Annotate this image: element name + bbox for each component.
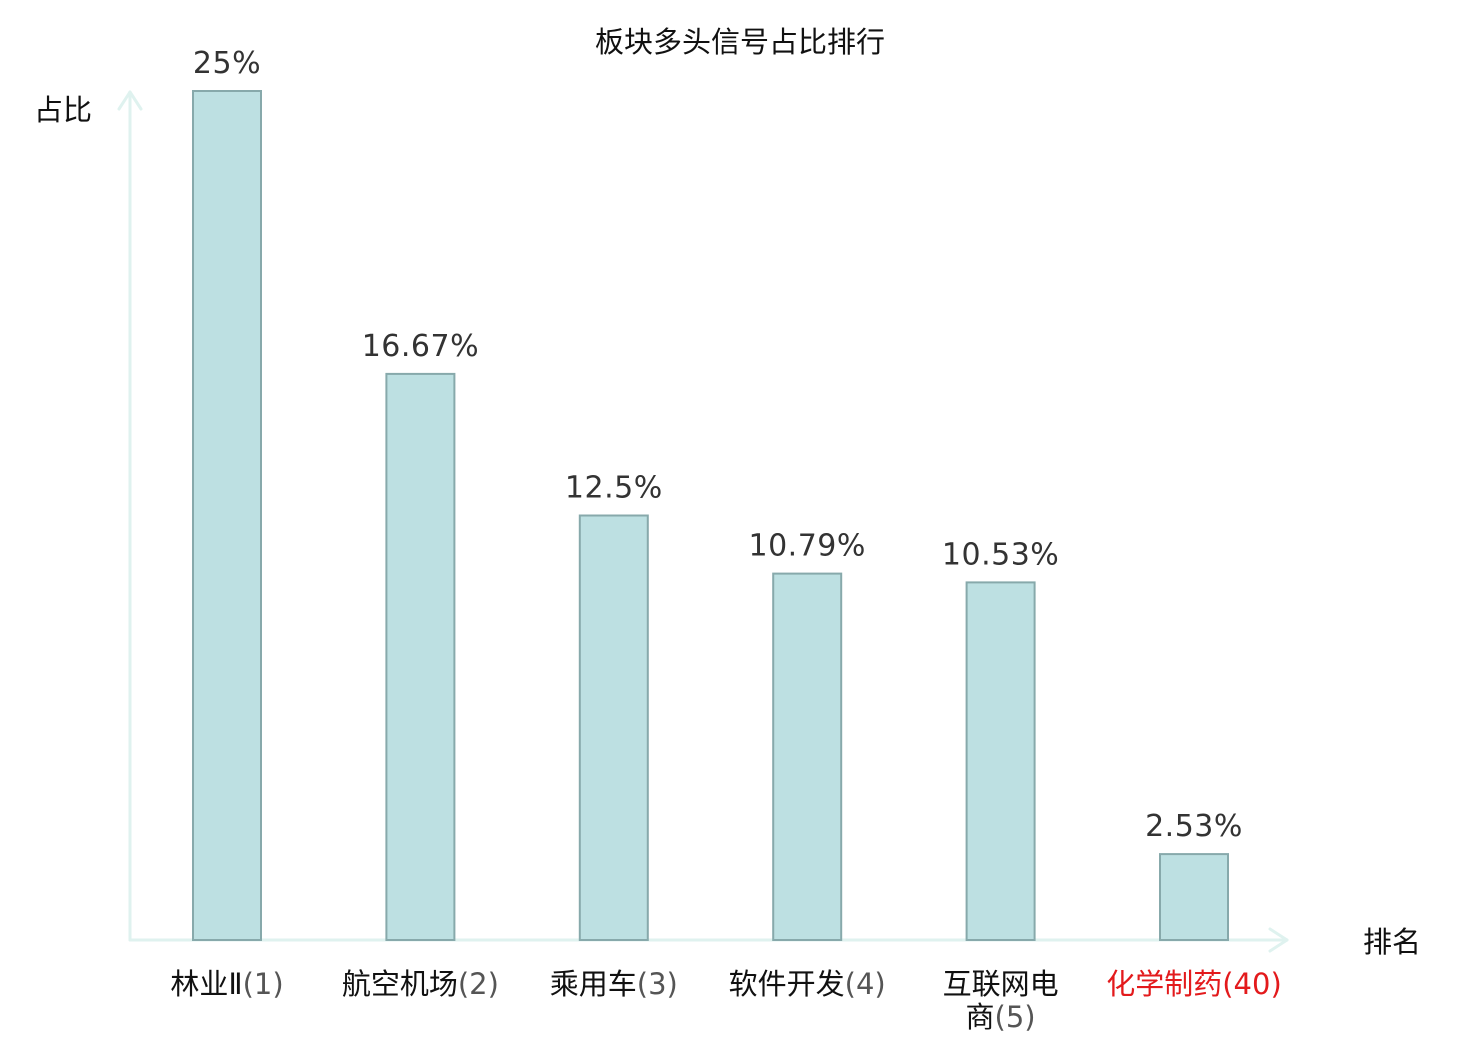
category-label-6: 化学制药(40): [1106, 967, 1282, 1001]
y-axis-label: 占比: [34, 93, 92, 127]
y-axis-arrowhead: [117, 90, 143, 111]
bar-3: [578, 514, 649, 941]
category-rank: (3): [637, 967, 678, 1001]
value-label-1: 25%: [193, 46, 261, 81]
bars-group: [192, 90, 1229, 942]
value-label-2: 16.67%: [362, 329, 479, 364]
category-labels-group: 林业Ⅱ(1) 航空机场(2) 乘用车(3) 软件开发(4) 互联网电商(5)化学制药(4…: [170, 967, 1281, 1034]
category-label-2: 航空机场(2): [342, 967, 499, 1001]
category-name: 软件开发: [729, 967, 845, 1001]
x-axis-label: 排名: [1363, 925, 1421, 959]
category-name: 互联网电: [943, 967, 1059, 1001]
category-rank: (5): [995, 1000, 1036, 1034]
category-name: 航空机场: [342, 967, 458, 1001]
category-name: 乘用车: [550, 967, 637, 1001]
chart-title: 板块多头信号占比排行: [595, 25, 885, 59]
bar-5: [965, 581, 1036, 942]
category-name: 化学制药: [1106, 967, 1222, 1001]
value-label-3: 12.5%: [565, 471, 663, 506]
category-rank: (1): [243, 967, 284, 1001]
axes: [117, 90, 1289, 953]
category-label-5-line-2: 商(5): [966, 1000, 1036, 1034]
category-name: 林业Ⅱ: [170, 967, 242, 1001]
x-axis-arrowhead: [1268, 927, 1289, 953]
category-label-3: 乘用车(3): [550, 967, 678, 1001]
bar-6: [1159, 853, 1229, 941]
category-label-1: 林业Ⅱ(1): [170, 967, 283, 1001]
value-labels-group: 25% 16.67% 12.5% 10.79% 10.53% 2.53%: [193, 46, 1243, 844]
category-label-5-line-1: 互联网电: [943, 967, 1059, 1001]
category-label-4: 软件开发(4): [729, 967, 886, 1001]
value-label-5: 10.53%: [942, 537, 1059, 572]
bar-1: [192, 90, 262, 941]
bar-2: [385, 372, 456, 941]
category-rank: (4): [845, 967, 886, 1001]
category-rank: (40): [1222, 967, 1282, 1001]
bar-4: [772, 572, 843, 941]
value-label-6: 2.53%: [1145, 809, 1243, 844]
value-label-4: 10.79%: [749, 529, 866, 564]
category-name: 商: [966, 1000, 995, 1034]
category-rank: (2): [458, 967, 499, 1001]
